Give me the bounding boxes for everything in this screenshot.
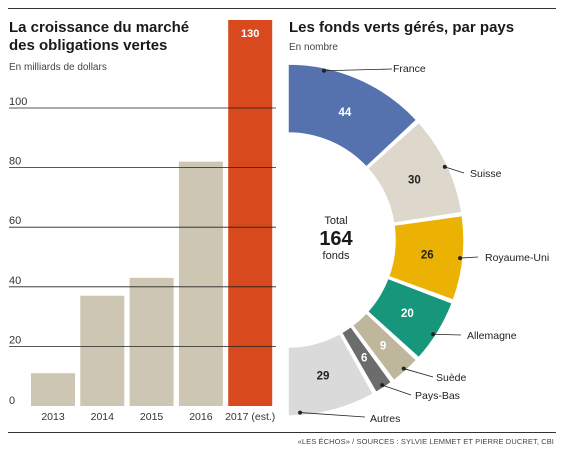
donut-slice-autres	[287, 332, 375, 417]
callout-label: Autres	[370, 413, 400, 425]
donut-slice-value: 29	[317, 371, 330, 383]
donut-slice-value: 9	[380, 341, 386, 353]
callout-label: Royaume-Uni	[485, 252, 549, 264]
donut-center-top: Total	[324, 215, 347, 227]
donut-slice-suisse	[366, 121, 463, 225]
y-tick-label: 20	[9, 334, 21, 346]
source-note: «LES ÉCHOS» / SOURCES : SYLVIE LEMMET ET…	[297, 437, 554, 446]
bar-2015	[129, 277, 174, 406]
y-tick-label: 100	[9, 96, 27, 108]
donut-slice-france	[287, 63, 418, 169]
bottom-rule	[8, 432, 556, 433]
bar-2014	[80, 295, 125, 406]
callout-label: Allemagne	[467, 330, 517, 342]
donut-slice-royaume-uni	[387, 214, 465, 302]
callout-label: Pays-Bas	[415, 390, 460, 402]
callout-line	[444, 166, 465, 174]
bar-2016	[178, 161, 223, 406]
y-tick-label: 60	[9, 215, 21, 227]
callout-label: Suisse	[470, 168, 502, 180]
donut-slice-suède	[351, 311, 418, 382]
callout-line	[323, 68, 393, 72]
callout-line	[300, 412, 366, 418]
bar-chart-title-line: des obligations vertes	[9, 37, 167, 54]
bar-chart-subtitle: En milliards de dollars	[9, 62, 107, 73]
callout-line	[460, 256, 479, 259]
top-rule	[8, 8, 556, 9]
y-tick-label: 80	[9, 156, 21, 168]
donut-slice-allemagne	[366, 277, 454, 359]
bar-value-label: 130	[241, 28, 259, 40]
y-tick-label: 0	[9, 395, 15, 407]
bar-chart-title-line: La croissance du marché	[9, 19, 189, 36]
y-tick-label: 40	[9, 275, 21, 287]
callout-line	[403, 368, 434, 378]
donut-slice-value: 6	[361, 352, 367, 364]
donut-slice-pays-bas	[340, 325, 393, 394]
x-tick-label: 2015	[140, 411, 164, 423]
donut-slice-value: 20	[401, 308, 414, 320]
donut-slice-value: 26	[421, 250, 434, 262]
x-tick-label: 2016	[189, 411, 213, 423]
x-tick-label: 2013	[41, 411, 65, 423]
donut-slice-value: 30	[408, 175, 421, 187]
donut-chart-title: Les fonds verts gérés, par pays	[289, 19, 514, 36]
donut-center-value: 164	[319, 228, 353, 250]
callout-line	[382, 384, 412, 396]
donut-center-bottom: fonds	[323, 250, 350, 262]
bar-2013	[31, 373, 75, 406]
donut-chart-subtitle: En nombre	[289, 42, 338, 53]
callout-line	[433, 333, 462, 336]
x-tick-label: 2017 (est.)	[225, 411, 275, 423]
bar-2017 (est.)	[228, 20, 273, 406]
callout-label: Suède	[436, 372, 467, 384]
x-tick-label: 2014	[91, 411, 115, 423]
donut-slice-value: 44	[339, 107, 352, 119]
callout-label: France	[393, 63, 426, 75]
